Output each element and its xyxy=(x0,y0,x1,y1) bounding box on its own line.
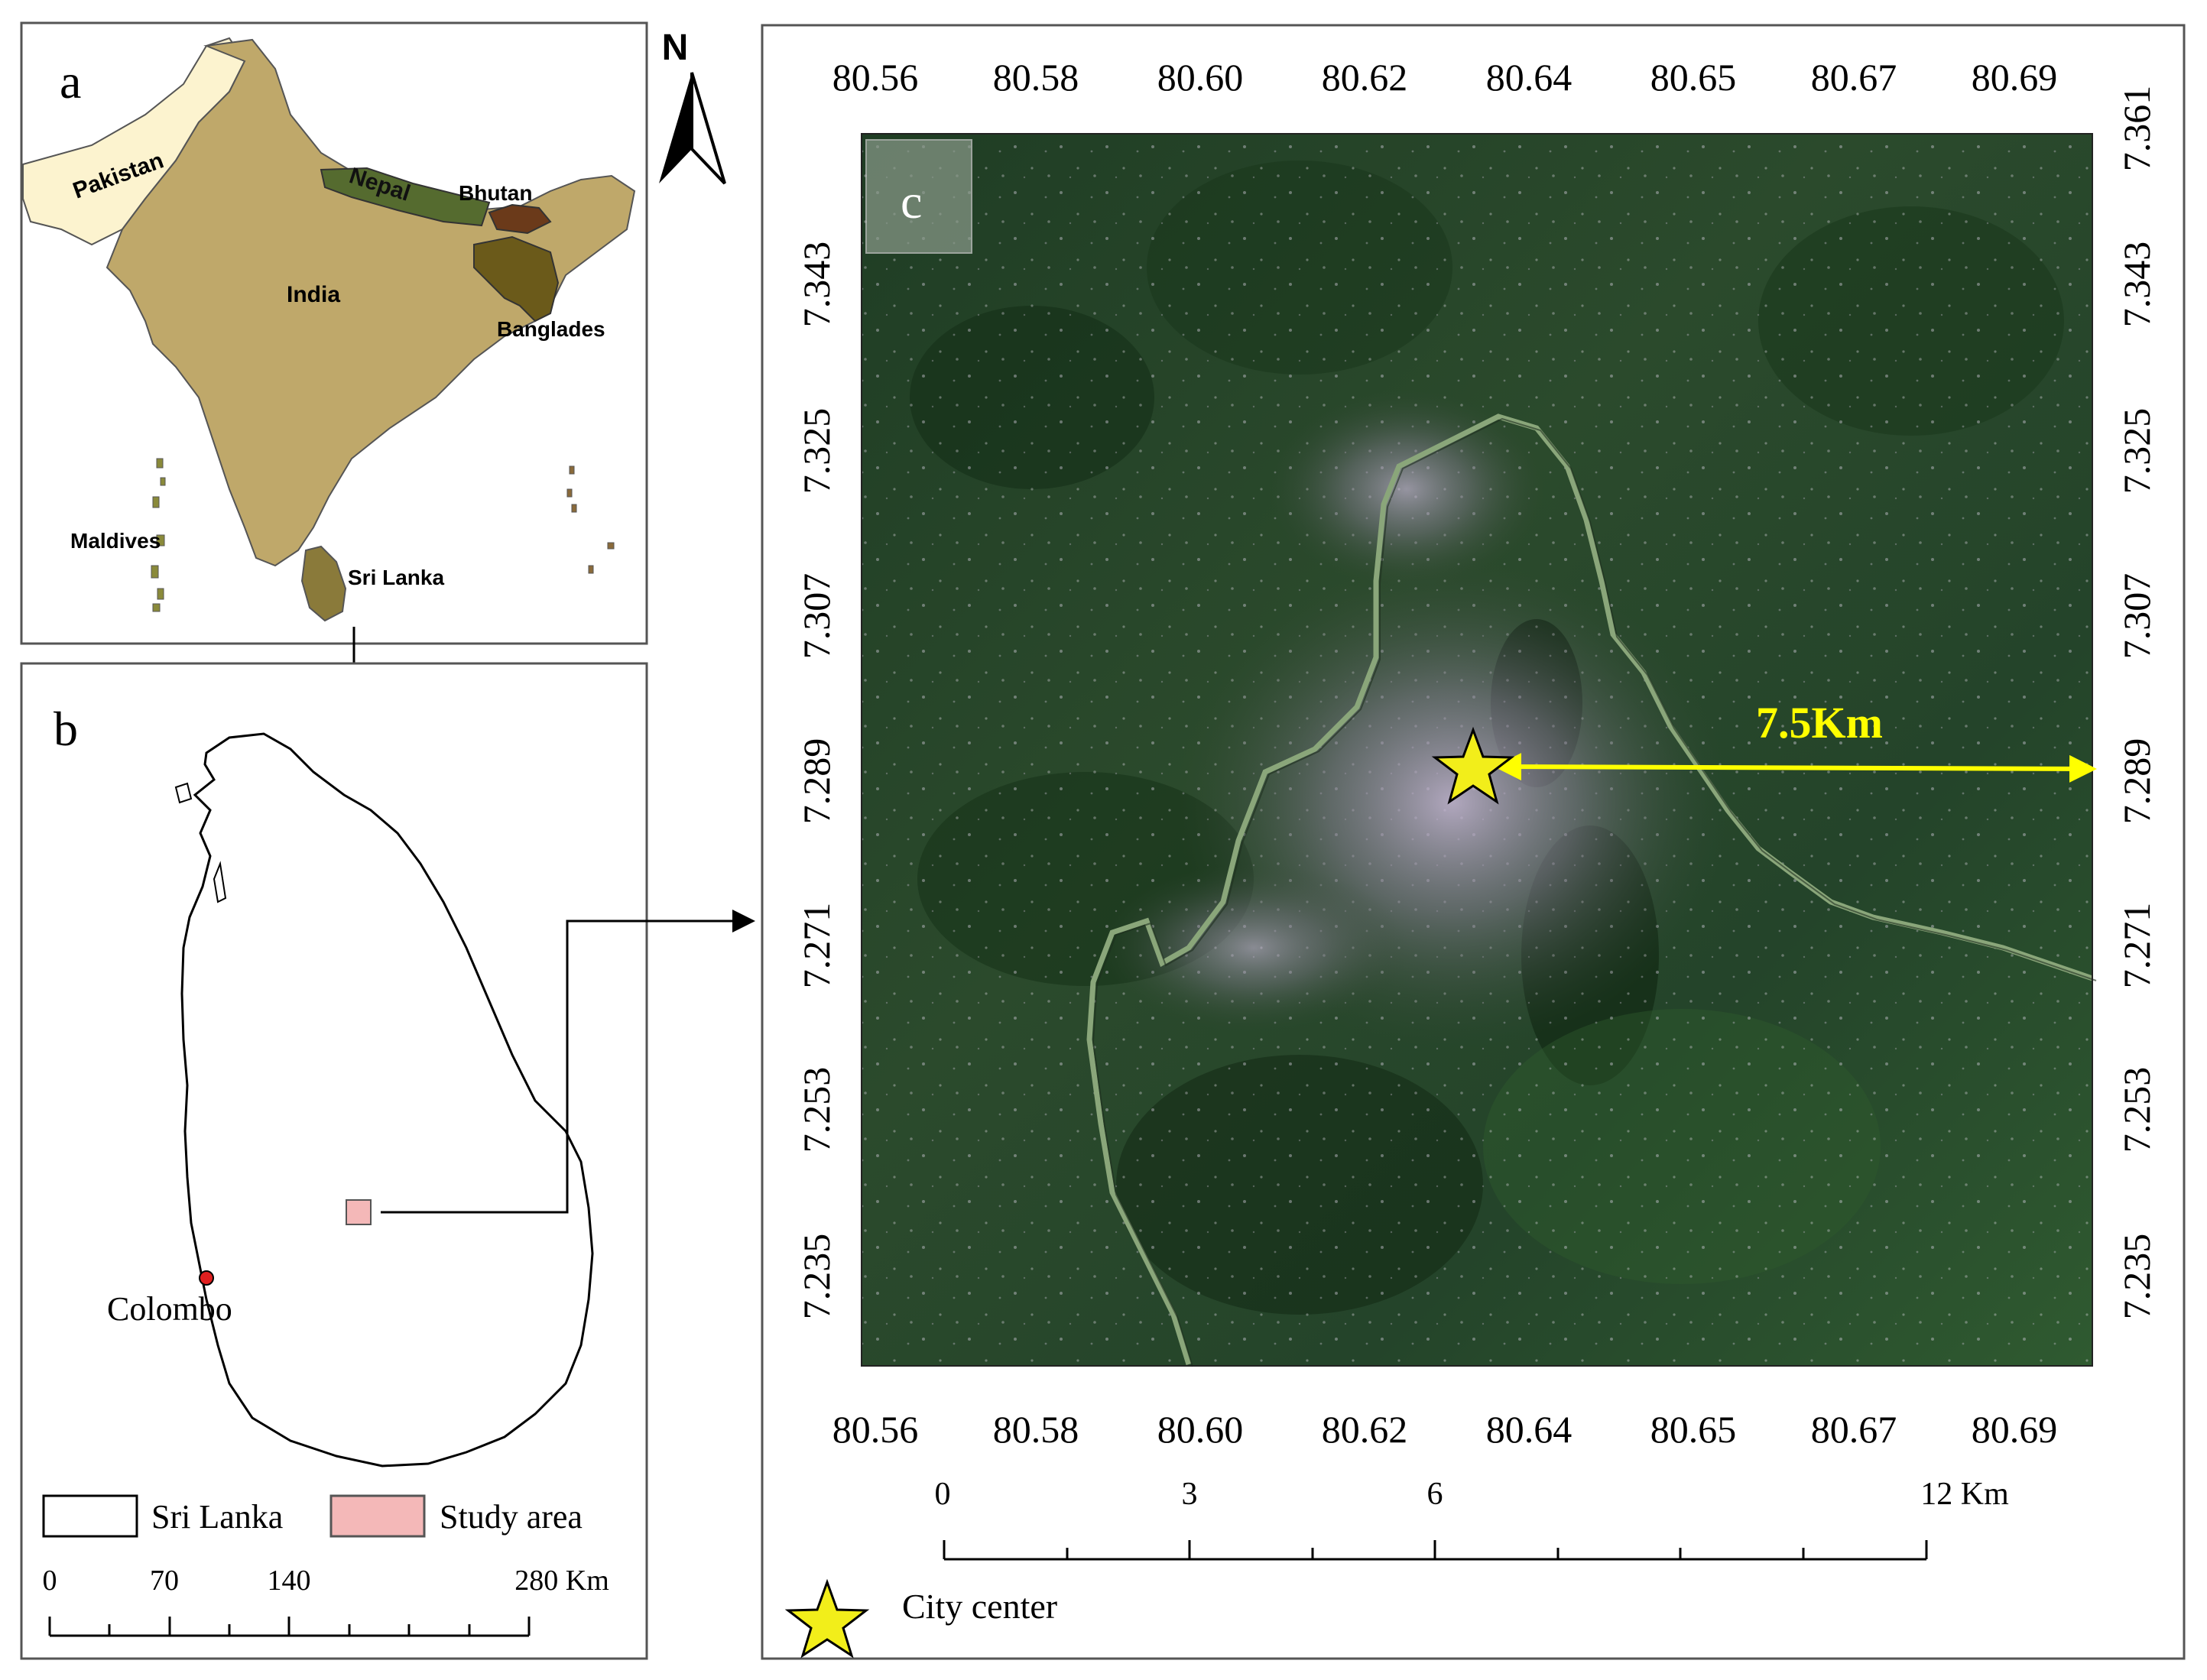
xtick-bottom-0: 80.56 xyxy=(832,1408,919,1451)
ytick-right-1: 7.343 xyxy=(2115,242,2158,328)
study-area-marker xyxy=(346,1199,372,1225)
xtick-top-4: 80.64 xyxy=(1486,56,1572,99)
andaman-islands xyxy=(566,465,615,574)
legend-srilanka-swatch xyxy=(42,1494,138,1538)
y-ticks-left: 7.343 7.325 7.307 7.289 7.271 7.253 7.23… xyxy=(795,242,838,1320)
scale-c-12: 12 Km xyxy=(1920,1477,2009,1512)
scale-b-70: 70 xyxy=(150,1565,179,1597)
scale-bar-b xyxy=(48,1617,531,1637)
ytick-left-2: 7.325 xyxy=(795,408,838,495)
panel-b-letter: b xyxy=(54,702,78,756)
xtick-top-1: 80.58 xyxy=(993,56,1079,99)
legend-srilanka-label: Sri Lanka xyxy=(151,1498,283,1536)
colombo-dot xyxy=(199,1270,214,1286)
label-bhutan: Bhutan xyxy=(459,181,532,205)
scale-bar-c xyxy=(943,1540,1928,1561)
xtick-bottom-4: 80.64 xyxy=(1486,1408,1572,1451)
scale-b-0: 0 xyxy=(43,1565,57,1597)
north-arrow: N xyxy=(659,28,726,185)
ytick-right-3: 7.307 xyxy=(2115,573,2158,660)
panel-c-letter: c xyxy=(901,174,922,229)
srilanka-outline xyxy=(180,732,594,1468)
label-india: India xyxy=(287,282,340,307)
ytick-left-7: 7.235 xyxy=(795,1234,838,1320)
xtick-top-2: 80.60 xyxy=(1157,56,1244,99)
panel-c: c 80.56 80.58 80.60 80.62 80.64 80.65 80… xyxy=(761,24,2186,1660)
ytick-right-4: 7.289 xyxy=(2115,738,2158,825)
scale-c-0: 0 xyxy=(935,1477,951,1512)
x-ticks-bottom: 80.56 80.58 80.60 80.62 80.64 80.65 80.6… xyxy=(832,1408,2058,1451)
ytick-left-3: 7.307 xyxy=(795,573,838,660)
arrow-b-to-c xyxy=(381,910,755,1214)
xtick-bottom-1: 80.58 xyxy=(993,1408,1079,1451)
ytick-left-5: 7.271 xyxy=(795,903,838,989)
scale-c-3: 3 xyxy=(1182,1477,1198,1512)
bhutan-region xyxy=(488,203,552,235)
xtick-bottom-3: 80.62 xyxy=(1322,1408,1408,1451)
maldives-islands xyxy=(151,458,166,612)
srilanka-region-a xyxy=(300,545,347,622)
legend-study-area-swatch xyxy=(329,1494,426,1538)
scale-b-140: 140 xyxy=(268,1565,311,1597)
legend-study-area-label: Study area xyxy=(440,1498,583,1536)
xtick-top-5: 80.65 xyxy=(1650,56,1737,99)
xtick-top-6: 80.67 xyxy=(1811,56,1897,99)
nepal-region xyxy=(320,167,491,227)
panel-a-letter: a xyxy=(60,54,81,109)
distance-arrow xyxy=(1494,753,2097,783)
label-bangladesh: Banglades xyxy=(497,317,605,341)
scale-c-6: 6 xyxy=(1427,1477,1443,1512)
x-ticks-top: 80.56 80.58 80.60 80.62 80.64 80.65 80.6… xyxy=(832,56,2058,99)
colombo-label: Colombo xyxy=(107,1290,232,1328)
legend-city-center-label: City center xyxy=(902,1587,1057,1626)
panel-a: a Pakistan Nepal xyxy=(20,21,648,645)
xtick-top-7: 80.69 xyxy=(1972,56,2058,99)
ytick-right-2: 7.325 xyxy=(2115,408,2158,495)
city-center-star-icon xyxy=(1431,726,1515,805)
panel-b: b Colombo Sri Lanka Study area xyxy=(20,662,755,1660)
bangladesh-region xyxy=(473,235,560,323)
y-ticks-right: 7.361 7.343 7.325 7.307 7.289 7.271 7.25… xyxy=(2115,86,2158,1320)
label-srilanka: Sri Lanka xyxy=(348,566,444,589)
xtick-top-0: 80.56 xyxy=(832,56,919,99)
ytick-right-7: 7.235 xyxy=(2115,1234,2158,1320)
panel-c-inset xyxy=(865,139,972,254)
ytick-left-6: 7.253 xyxy=(795,1067,838,1153)
xtick-bottom-5: 80.65 xyxy=(1650,1408,1737,1451)
ytick-left-1: 7.343 xyxy=(795,242,838,328)
north-label: N xyxy=(662,28,689,68)
xtick-bottom-2: 80.60 xyxy=(1157,1408,1244,1451)
north-arrow-icon xyxy=(659,73,692,183)
scale-b-280: 280 Km xyxy=(514,1565,609,1597)
river xyxy=(1086,414,2094,1366)
xtick-bottom-6: 80.67 xyxy=(1811,1408,1897,1451)
ytick-left-4: 7.289 xyxy=(795,738,838,825)
label-maldives: Maldives xyxy=(70,529,161,553)
ytick-right-6: 7.253 xyxy=(2115,1067,2158,1153)
legend-star-icon xyxy=(784,1578,870,1659)
xtick-bottom-7: 80.69 xyxy=(1972,1408,2058,1451)
xtick-top-3: 80.62 xyxy=(1322,56,1408,99)
distance-label: 7.5Km xyxy=(1756,698,1883,748)
ytick-right-5: 7.271 xyxy=(2115,903,2158,989)
ytick-right-0: 7.361 xyxy=(2115,86,2158,172)
